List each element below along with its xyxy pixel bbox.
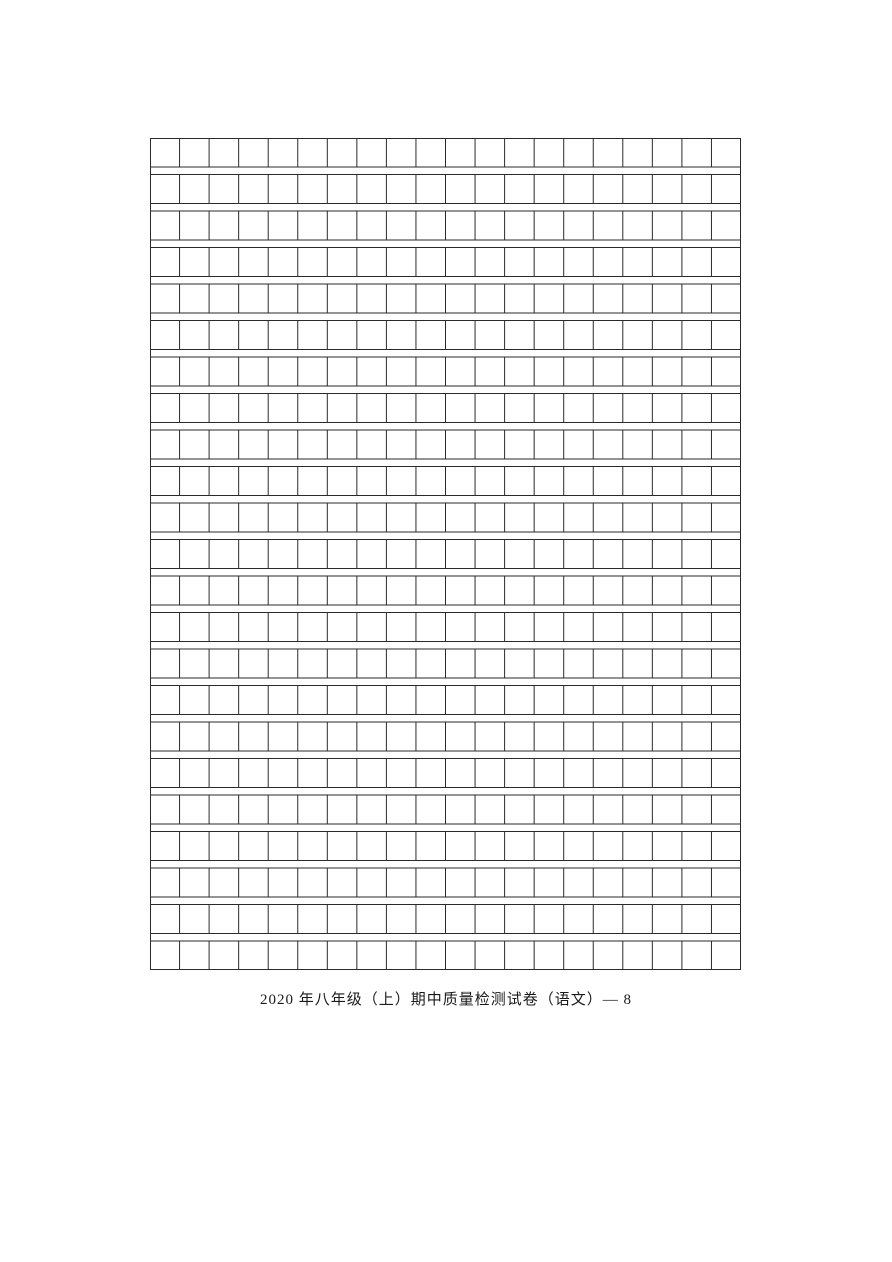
- page-footer: 2020 年八年级（上）期中质量检测试卷（语文）— 8: [0, 988, 892, 1009]
- composition-grid: [150, 138, 741, 970]
- exam-answer-sheet-page: 2020 年八年级（上）期中质量检测试卷（语文）— 8: [0, 0, 892, 1262]
